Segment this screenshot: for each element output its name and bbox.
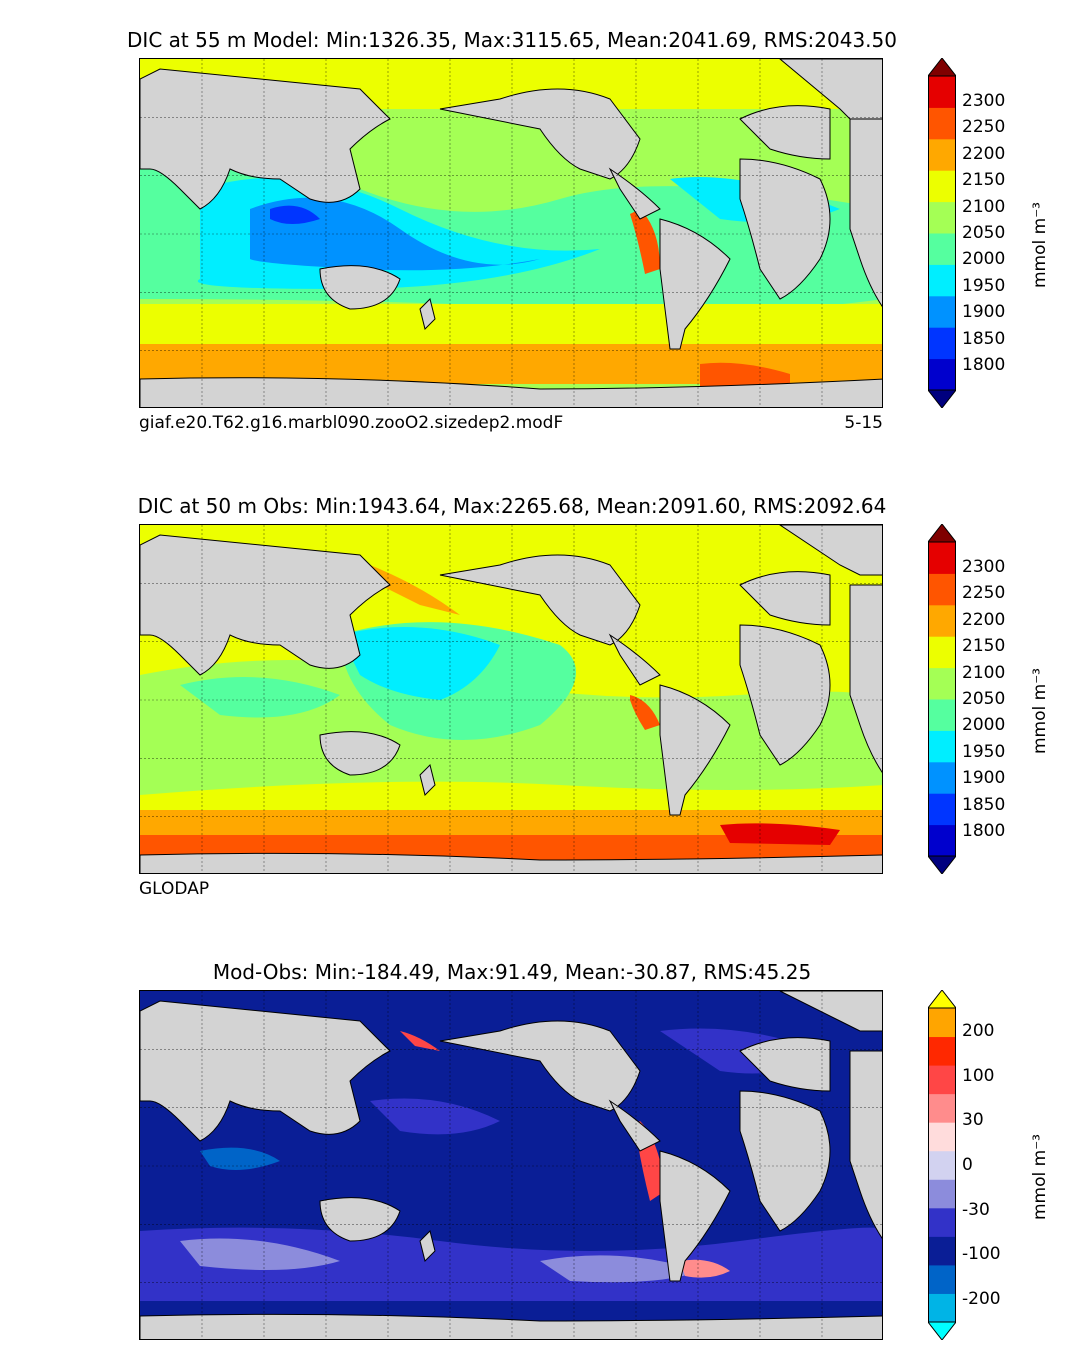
colorbar-swatch — [928, 1065, 956, 1095]
colorbar-tick-label: -30 — [962, 1199, 990, 1220]
land-masses — [140, 59, 882, 407]
colorbar-tick-label: 2200 — [962, 609, 1006, 630]
colorbar-swatch — [928, 327, 956, 360]
colorbar-tick-label: 1850 — [962, 794, 1006, 815]
graticule — [140, 991, 882, 1339]
map-model-dic — [139, 58, 883, 408]
map-svg — [140, 525, 882, 873]
season-caption: 5-15 — [844, 413, 883, 433]
colorbar-swatch — [928, 1150, 956, 1180]
map-obs-dic — [139, 524, 883, 874]
land-masses — [140, 525, 882, 873]
colorbar-tick-label: 1850 — [962, 328, 1006, 349]
colorbar-swatch — [928, 1093, 956, 1123]
colorbar-units: mmol m⁻³ — [1030, 1134, 1050, 1220]
colorbar-swatch — [928, 138, 956, 171]
colorbar-tick-label: 2000 — [962, 715, 1006, 736]
colorbar-tick-label: 2150 — [962, 170, 1006, 191]
colorbar-extend-min — [928, 855, 956, 874]
colorbar-swatch — [928, 604, 956, 637]
colorbar-tick-label: 2100 — [962, 662, 1006, 683]
colorbar-swatch — [928, 730, 956, 763]
colorbar-extend-min — [928, 389, 956, 408]
colorbar-svg — [928, 58, 956, 408]
colorbar-tick-label: 2250 — [962, 583, 1006, 604]
colorbar-swatch — [928, 1122, 956, 1152]
run-caption: giaf.e20.T62.g16.marbl090.zooO2.sizedep2… — [139, 413, 564, 433]
map-diff-dic — [139, 990, 883, 1340]
colorbar-swatch — [928, 699, 956, 731]
colorbar-tick-label: 1900 — [962, 768, 1006, 789]
colorbar-tick-label: -100 — [962, 1244, 1001, 1265]
colorbar-diff — [928, 990, 956, 1340]
colorbar-swatch — [928, 573, 956, 606]
map-svg — [140, 59, 882, 407]
colorbar-swatch — [928, 1264, 956, 1294]
colorbar-tick-label: 2050 — [962, 689, 1006, 709]
panel-title: DIC at 50 m Obs: Min:1943.64, Max:2265.6… — [137, 494, 887, 518]
colorbar-tick-label: -200 — [962, 1289, 1001, 1310]
colorbar-tick-label: 30 — [962, 1110, 984, 1131]
colorbar-swatch — [928, 264, 956, 297]
colorbar-tick-label: 0 — [962, 1155, 973, 1175]
colorbar-tick-label: 2050 — [962, 223, 1006, 243]
land-masses — [140, 991, 882, 1339]
colorbar-tick-label: 1900 — [962, 302, 1006, 323]
colorbar-frame — [928, 1007, 956, 1323]
colorbar-tick-label: 2200 — [962, 143, 1006, 164]
colorbar-tick-label: 2100 — [962, 196, 1006, 217]
colorbar-swatch — [928, 824, 956, 857]
panel-title: DIC at 55 m Model: Min:1326.35, Max:3115… — [127, 28, 897, 52]
colorbar-swatch — [928, 1008, 956, 1038]
colorbar-extend-max — [928, 990, 956, 1009]
colorbar-tick-label: 1800 — [962, 820, 1006, 841]
colorbar-units: mmol m⁻³ — [1030, 668, 1050, 754]
colorbar-frame — [928, 75, 956, 391]
colorbar-swatch — [928, 667, 956, 700]
colorbar-model — [928, 58, 956, 408]
colorbar-swatch — [928, 107, 956, 140]
colorbar-swatch — [928, 295, 956, 328]
colorbar-frame — [928, 541, 956, 857]
colorbar-swatch — [928, 358, 956, 391]
colorbar-extend-max — [928, 58, 956, 77]
colorbar-tick-label: 1950 — [962, 275, 1006, 296]
colorbar-swatch — [928, 233, 956, 265]
colorbar-extend-min — [928, 1321, 956, 1340]
colorbar-svg — [928, 524, 956, 874]
colorbar-swatch — [928, 201, 956, 234]
colorbar-tick-label: 1800 — [962, 354, 1006, 375]
colorbar-swatch — [928, 542, 956, 574]
colorbar-svg — [928, 990, 956, 1340]
colorbar-swatch — [928, 636, 956, 669]
colorbar-tick-label: 2000 — [962, 249, 1006, 270]
colorbar-swatch — [928, 1207, 956, 1237]
colorbar-obs — [928, 524, 956, 874]
graticule — [140, 59, 882, 407]
map-svg — [140, 991, 882, 1339]
colorbar-tick-label: 1950 — [962, 741, 1006, 762]
colorbar-tick-label: 2300 — [962, 557, 1006, 578]
colorbar-tick-label: 2300 — [962, 91, 1006, 112]
colorbar-swatch — [928, 793, 956, 826]
colorbar-swatch — [928, 1179, 956, 1209]
panel-title: Mod-Obs: Min:-184.49, Max:91.49, Mean:-3… — [212, 960, 812, 984]
graticule — [140, 525, 882, 873]
colorbar-swatch — [928, 761, 956, 794]
colorbar-tick-label: 2250 — [962, 117, 1006, 138]
colorbar-tick-label: 2150 — [962, 636, 1006, 657]
colorbar-swatch — [928, 1036, 956, 1066]
colorbar-tick-label: 100 — [962, 1065, 995, 1086]
source-caption: GLODAP — [139, 879, 210, 899]
colorbar-swatch — [928, 76, 956, 108]
colorbar-swatch — [928, 1236, 956, 1266]
colorbar-extend-max — [928, 524, 956, 543]
colorbar-swatch — [928, 1293, 956, 1323]
colorbar-units: mmol m⁻³ — [1030, 202, 1050, 288]
colorbar-swatch — [928, 170, 956, 203]
colorbar-tick-label: 200 — [962, 1020, 995, 1041]
